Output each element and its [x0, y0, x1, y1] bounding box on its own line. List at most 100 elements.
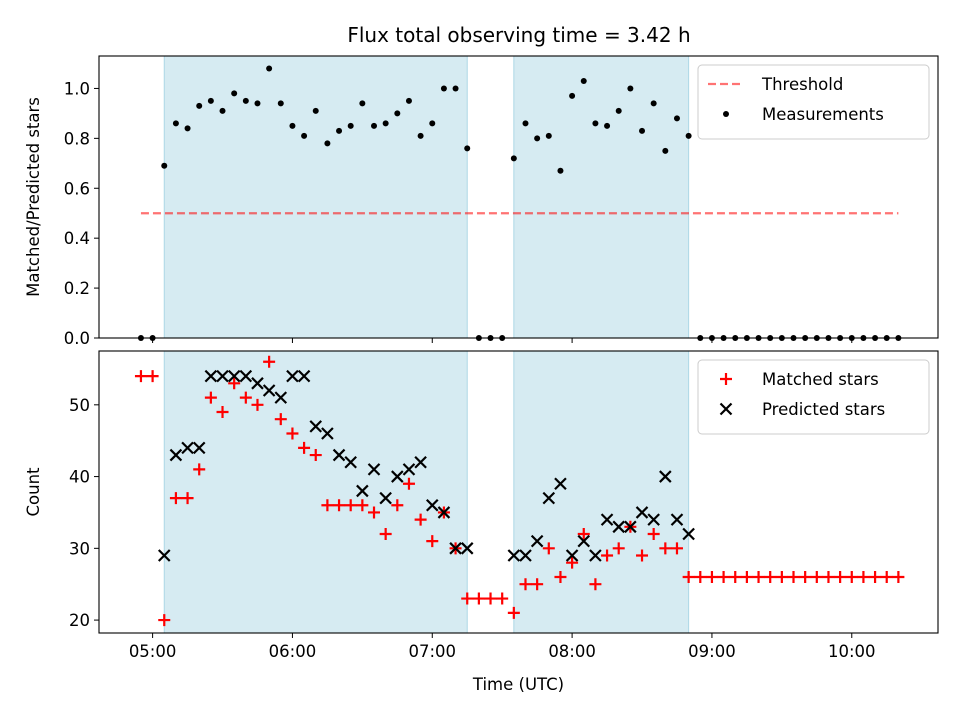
measurement-point: [347, 122, 354, 129]
measurement-point: [592, 120, 599, 127]
predicted-star-point: [274, 391, 288, 404]
matched-star-point: [869, 571, 882, 584]
matched-star-point: [682, 571, 695, 584]
matched-star-point: [181, 492, 194, 505]
predicted-star-point: [192, 441, 206, 455]
measurement-point: [452, 85, 459, 92]
matched-star-point: [426, 535, 439, 548]
legend-matched-swatch: [720, 373, 732, 385]
legend-box: [697, 359, 930, 435]
measurement-point: [289, 122, 296, 129]
matched-star-point: [612, 542, 625, 555]
predicted-star-point: [624, 520, 637, 534]
y-tick-label: 0.8: [64, 129, 90, 148]
measurement-point: [545, 132, 552, 139]
measurement-point: [336, 127, 343, 134]
bottom-panel: 05:00 06:00 07:00 08:00 09:00 10:00 20 30 40 50 Co…: [24, 350, 939, 694]
matched-star-point: [822, 571, 835, 584]
predicted-star-point: [309, 420, 323, 433]
measurement-point: [242, 97, 249, 104]
matched-star-point: [577, 527, 590, 540]
legend-label: Matched stars: [762, 370, 879, 389]
matched-star-point: [321, 499, 334, 512]
predicted-star-point: [391, 470, 404, 483]
matched-star-point: [752, 571, 765, 584]
predicted-star-point: [659, 470, 672, 483]
matched-star-point: [740, 571, 753, 584]
measurement-point: [685, 132, 692, 139]
measurement-point: [440, 85, 447, 92]
measurement-point: [196, 102, 203, 109]
predicted-star-point: [414, 455, 427, 469]
measurement-point: [429, 120, 436, 127]
x-tick-label: 08:00: [548, 642, 596, 661]
measurement-point: [219, 107, 226, 114]
y-tick-label: 1.0: [64, 79, 90, 98]
matched-star-point: [239, 391, 252, 404]
measurement-point: [254, 100, 261, 107]
matched-star-point: [764, 571, 777, 584]
y-tick-label: 50: [69, 396, 90, 415]
matched-star-point: [542, 542, 555, 555]
predicted-star-point: [519, 549, 532, 562]
measurement-point: [172, 120, 179, 127]
predicted-star-point: [251, 377, 264, 390]
measurement-point: [510, 155, 517, 162]
matched-star-point: [834, 571, 847, 584]
measurement-point: [394, 110, 401, 117]
measurement-point: [161, 162, 168, 169]
y-axis-label: Count: [24, 467, 43, 517]
observing-interval-band: [163, 55, 468, 339]
measurement-point: [580, 77, 587, 84]
legend-label: Threshold: [761, 75, 843, 94]
matched-star-point: [286, 427, 299, 440]
x-axis-label: Time (UTC): [472, 675, 564, 694]
matched-star-point: [589, 578, 602, 591]
axes-frame: [98, 350, 939, 634]
measurement-point: [662, 147, 669, 154]
matched-star-point: [228, 377, 241, 390]
observing-interval-band: [163, 350, 468, 634]
matched-star-point: [694, 571, 707, 584]
matched-star-point: [356, 499, 369, 512]
measurement-point: [312, 107, 319, 114]
x-tick-label: 06:00: [269, 642, 317, 661]
y-axis-label: Matched/Predicted stars: [24, 97, 43, 297]
matched-star-point: [368, 506, 381, 519]
matched-star-point: [729, 571, 742, 584]
matched-star-point: [251, 398, 264, 411]
matched-star-point: [333, 499, 346, 512]
predicted-star-point: [181, 441, 194, 455]
measurement-point: [673, 115, 680, 122]
predicted-star-point: [437, 506, 451, 519]
measurement-point: [639, 127, 646, 134]
matched-star-point: [484, 592, 497, 605]
matched-star-point: [845, 571, 858, 584]
matched-star-point: [892, 571, 905, 584]
predicted-star-point: [286, 369, 299, 383]
predicted-star-point: [297, 369, 311, 383]
predicted-star-point: [227, 369, 241, 383]
predicted-star-point: [321, 427, 334, 440]
matched-star-point: [566, 556, 579, 569]
measurement-point: [650, 100, 657, 107]
predicted-star-point: [367, 463, 381, 476]
matched-star-point: [659, 542, 672, 555]
predicted-star-point: [204, 369, 218, 383]
predicted-star-point: [507, 549, 521, 562]
legend-label: Predicted stars: [762, 400, 885, 419]
measurement-point: [277, 100, 284, 107]
matched-star-point: [507, 606, 520, 619]
predicted-star-point: [577, 534, 591, 548]
measurement-point: [324, 140, 331, 147]
legend-box: [697, 64, 930, 140]
matched-star-point: [880, 571, 893, 584]
predicted-star-point: [670, 513, 684, 526]
matched-star-point: [636, 549, 649, 562]
measurement-point: [417, 132, 424, 139]
matched-star-point: [531, 578, 544, 591]
matched-star-point: [298, 441, 311, 454]
matched-star-point: [799, 571, 812, 584]
measurement-point: [382, 120, 389, 127]
